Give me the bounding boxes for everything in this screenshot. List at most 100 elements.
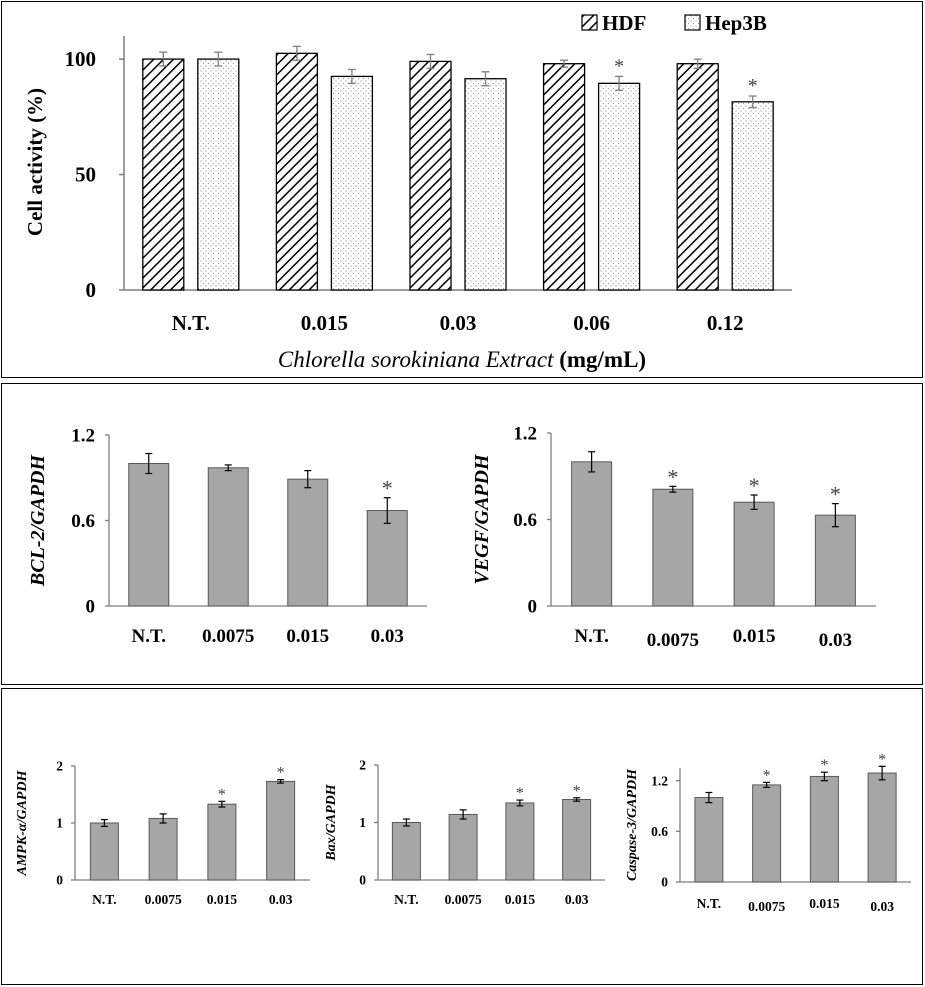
y-axis-label: AMPK-α/GAPDH [15,769,30,876]
x-tick-label: 0.015 [301,311,348,335]
x-tick-label: N.T. [394,892,419,907]
bar [287,478,329,607]
x-tick-label: 0.03 [371,626,404,647]
bar [597,82,641,291]
bar [733,501,775,607]
bar [89,822,119,881]
bar [562,799,592,881]
x-tick-label: 0.0075 [748,899,785,914]
y-tick-label: 1.2 [513,424,537,445]
y-tick-label: 1.2 [71,426,95,447]
bar [266,780,296,881]
bar [448,813,478,881]
panel-cell-activity: 0 50 100 N.T. 0.015 0.03 0.06 * 0.12 * Cell activi… [1,1,923,378]
x-tick-label: 0.015 [207,892,238,907]
y-axis-label: Caspase-3/GAPDH [625,768,640,881]
significance-star: * [277,765,285,782]
bar [814,514,856,607]
y-tick-label: 0 [661,875,668,890]
bar [867,772,897,883]
x-tick-label: 0.12 [707,311,744,335]
significance-star: * [382,476,393,501]
x-axis-label: Chlorella sorokiniana Extract (mg/mL) [278,347,646,372]
y-tick-label: 0.6 [71,511,95,532]
bar [464,78,507,291]
x-tick-label: N.T. [697,896,722,911]
bar [330,75,374,291]
chart-group-bcl2-vegf: 0 0.6 1.2 N.T. 0.0075 0.015 * 0.03 BCL-2/GAPDH 0 0… [27,424,876,651]
x-tick-label: 0.0075 [145,892,182,907]
y-tick-label: 100 [65,47,97,71]
y-tick-label: 1 [359,815,366,830]
x-tick-label: 0.03 [870,899,894,914]
x-tick-label: 0.015 [286,626,329,647]
bar [275,52,319,291]
y-tick-label: 50 [75,163,96,187]
y-tick-label: 0 [528,597,538,618]
bar [542,63,586,291]
x-tick-label: 0.03 [269,892,293,907]
y-tick-label: 2 [56,759,63,774]
significance-star: * [667,464,678,489]
x-tick-label: 0.03 [565,892,589,907]
panel-ampk-bax-caspase: 0 1 2 N.T. 0.0075 * 0.015 * 0.03 AMPK-α/GAPDH 0 1 2 N… [1,688,923,985]
x-tick-label: N.T. [574,626,608,647]
significance-star: * [614,55,624,77]
bar [197,58,240,291]
significance-star: * [763,767,771,784]
bar [207,467,249,607]
y-axis-label: VEGF/GAPDH [471,453,493,584]
y-tick-label: 0 [56,873,63,888]
bar [366,510,408,607]
x-tick-label: N.T. [92,892,117,907]
significance-star: * [830,482,841,507]
bar [391,822,421,881]
legend-label: HDF [602,11,646,35]
x-tick-label: 0.015 [733,626,776,647]
x-tick-label: 0.03 [440,311,477,335]
x-tick-label: 0.015 [809,896,840,911]
y-axis-label: Cell activity (%) [23,88,47,236]
bar [809,775,839,883]
y-tick-label: 2 [359,758,366,773]
bar [128,463,170,607]
bar [142,58,185,291]
x-tick-label: N.T. [172,311,210,335]
y-tick-label: 0 [86,278,97,302]
bar [731,101,774,291]
x-tick-label: 0.0075 [202,626,254,647]
legend-swatch [684,14,701,31]
significance-star: * [218,786,226,803]
y-axis-label: BCL-2/GAPDH [27,454,49,588]
x-tick-label: 0.06 [573,311,610,335]
y-tick-label: 0.6 [651,824,668,839]
x-tick-label: 0.015 [505,892,536,907]
bar [571,461,613,607]
significance-star: * [820,757,828,774]
bar [505,802,535,881]
bar [676,63,719,291]
y-axis-label: Bax/GAPDH [324,783,339,861]
y-tick-label: 0.6 [513,510,537,531]
x-tick-label: 0.0075 [647,630,699,651]
x-tick-label: 0.03 [819,630,852,651]
significance-star: * [748,75,758,97]
bar [148,817,178,881]
bar [409,60,452,291]
bar [652,488,694,607]
significance-star: * [516,785,524,802]
legend-label: Hep3B [705,11,767,35]
significance-star: * [573,783,581,800]
x-tick-label: N.T. [132,626,166,647]
panel-bcl2-vegf: 0 0.6 1.2 N.T. 0.0075 0.015 * 0.03 BCL-2/GAPDH 0 0… [1,383,923,685]
significance-star: * [878,751,886,768]
chart-group-ampk-bax-caspase: 0 1 2 N.T. 0.0075 * 0.015 * 0.03 AMPK-α/GAPDH 0 1 2 N… [15,751,911,914]
y-tick-label: 0 [86,597,96,618]
bar [752,784,782,883]
significance-star: * [749,473,760,498]
bar [207,803,237,881]
y-tick-label: 1.2 [651,773,668,788]
legend-swatch [581,14,598,31]
bar [694,797,724,883]
y-tick-label: 1 [56,816,63,831]
